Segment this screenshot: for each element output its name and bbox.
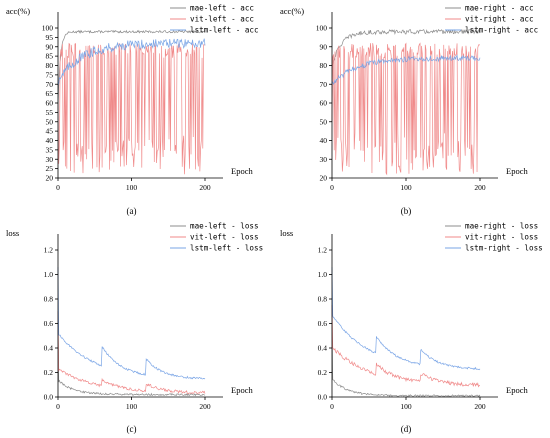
y-tick-label: 1.0 [318,270,328,279]
subplot-caption: (d) [401,424,412,434]
series-line-vit-right-loss [331,305,481,388]
series-line-vit-left-acc [57,42,205,175]
y-tick-label: 30 [46,155,54,164]
subplot-caption: (a) [127,206,137,216]
series-line-mae-left-acc [57,29,206,104]
y-tick-label: 0.6 [318,319,328,328]
y-tick-label: 1.2 [318,246,328,255]
y-tick-label: 0.0 [44,393,54,402]
x-tick-label: 100 [400,183,412,192]
legend-label: mae-left - acc [190,4,254,13]
y-tick-label: 75 [46,70,54,79]
x-tick-label: 200 [474,402,486,411]
legend-label: lstm-right - acc [465,26,538,35]
y-tick-label: 100 [42,24,54,33]
y-tick-label: 90 [320,42,328,51]
x-axis-label: Epoch [231,385,253,395]
y-tick-label: 1.2 [44,246,54,255]
series-line-mae-right-loss [331,323,481,398]
y-tick-label: 0.4 [318,344,328,353]
x-tick-label: 200 [474,183,486,192]
y-tick-label: 40 [46,136,54,145]
y-tick-label: 0.8 [44,295,54,304]
legend-label: mae-right - acc [465,4,534,13]
legend-label: vit-right - acc [465,15,534,24]
y-axis-label: loss [280,228,293,238]
legend-label: vit-right - loss [465,233,538,242]
y-tick-label: 95 [46,33,54,42]
y-tick-label: 85 [46,52,54,61]
y-tick-label: 0.8 [318,295,328,304]
y-tick-label: 60 [320,99,328,108]
legend: mae-right - acc vit-right - acc lstm-right… [445,4,538,35]
x-tick-label: 0 [56,183,60,192]
legend-label: mae-left - loss [190,222,259,231]
legend-label: vit-left - loss [190,233,259,242]
subplot-caption: (b) [401,206,412,216]
subplot-caption: (c) [127,424,137,434]
y-tick-label: 70 [320,80,328,89]
y-tick-label: 45 [46,127,54,136]
legend: mae-left - loss vit-left - loss lstm-left … [170,222,263,253]
y-tick-label: 1.0 [44,270,54,279]
y-tick-label: 80 [320,61,328,70]
legend-label: vit-left - acc [190,15,254,24]
y-tick-label: 30 [320,155,328,164]
y-tick-label: 55 [46,108,54,117]
series-line-lstm-left-acc [57,38,206,85]
x-tick-label: 100 [126,402,138,411]
x-axis-label: Epoch [506,166,528,176]
series-line-lstm-right-loss [331,267,481,371]
x-tick-label: 200 [199,183,211,192]
series-line-lstm-left-loss [57,267,206,380]
legend: mae-right - loss vit-right - loss lstm-rig… [445,222,543,253]
x-tick-label: 0 [330,402,334,411]
y-tick-label: 20 [320,174,328,183]
series-line-vit-left-loss [57,311,206,395]
y-tick-label: 0.0 [318,393,328,402]
subplot-b: 20 30 40 50 60 70 80 90 100 0 100 200 acc(%) Epoch (b)… [280,4,538,216]
y-tick-label: 40 [320,136,328,145]
y-axis-label: loss [6,228,19,238]
series-line-mae-right-acc [331,28,481,66]
y-tick-label: 25 [46,164,54,173]
y-tick-label: 70 [46,80,54,89]
legend-label: lstm-right - loss [465,244,543,253]
y-tick-label: 20 [46,174,54,183]
legend-label: lstm-left - acc [190,26,259,35]
y-axis-label: acc(%) [280,6,304,16]
y-tick-label: 35 [46,145,54,154]
subplot-d: 0.0 0.2 0.4 0.6 0.8 1.0 1.2 0 100 200 loss Epoch (d)… [280,222,543,434]
y-tick-label: 0.6 [44,319,54,328]
y-tick-label: 100 [316,24,328,33]
x-axis-label: Epoch [231,166,253,176]
y-tick-label: 80 [46,61,54,70]
x-axis-label: Epoch [506,385,528,395]
y-tick-label: 50 [46,117,54,126]
y-axis-label: acc(%) [6,6,30,16]
y-tick-label: 0.4 [44,344,54,353]
series-line-vit-right-acc [331,42,480,176]
y-tick-label: 0.2 [44,368,54,377]
x-tick-label: 0 [56,402,60,411]
series-line-mae-left-loss [57,329,206,397]
y-tick-label: 65 [46,89,54,98]
x-tick-label: 200 [199,402,211,411]
y-tick-label: 60 [46,99,54,108]
x-tick-label: 100 [400,402,412,411]
legend: mae-left - acc vit-left - acc lstm-left - … [170,4,259,35]
x-tick-label: 0 [330,183,334,192]
y-tick-label: 50 [320,117,328,126]
subplot-c: 0.0 0.2 0.4 0.6 0.8 1.0 1.2 0 100 200 loss Epoch (c)… [6,222,263,434]
legend-label: lstm-left - loss [190,244,263,253]
legend-label: mae-right - loss [465,222,538,231]
y-tick-label: 0.2 [318,368,328,377]
series-line-lstm-right-acc [331,54,481,85]
y-tick-label: 90 [46,42,54,51]
x-tick-label: 100 [126,183,138,192]
